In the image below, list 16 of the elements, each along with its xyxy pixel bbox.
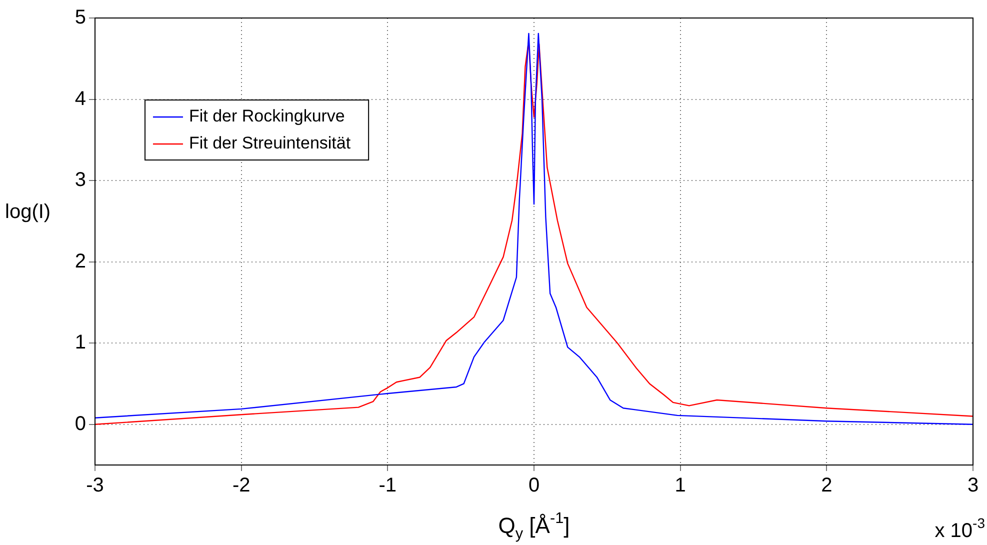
y-tick-label: 1 <box>74 332 86 354</box>
x-tick-label: -2 <box>232 474 250 497</box>
y-tick-label: 4 <box>74 88 86 110</box>
x-tick-label: -3 <box>86 474 104 497</box>
x-tick-label: 2 <box>821 474 832 497</box>
y-tick-label: 2 <box>74 250 86 272</box>
x-tick-label: -1 <box>378 474 397 497</box>
x-tick-label: 1 <box>674 474 686 497</box>
y-axis-title: log(I) <box>5 201 51 223</box>
y-tick-label: 3 <box>74 169 86 192</box>
x-tick-label: 3 <box>967 474 979 497</box>
y-tick-label: 5 <box>74 6 86 29</box>
y-tick-label: 0 <box>74 412 86 435</box>
legend-label: Fit der Rockingkurve <box>189 106 345 126</box>
x-tick-label: 0 <box>528 474 540 497</box>
legend-label: Fit der Streuintensität <box>189 134 351 153</box>
